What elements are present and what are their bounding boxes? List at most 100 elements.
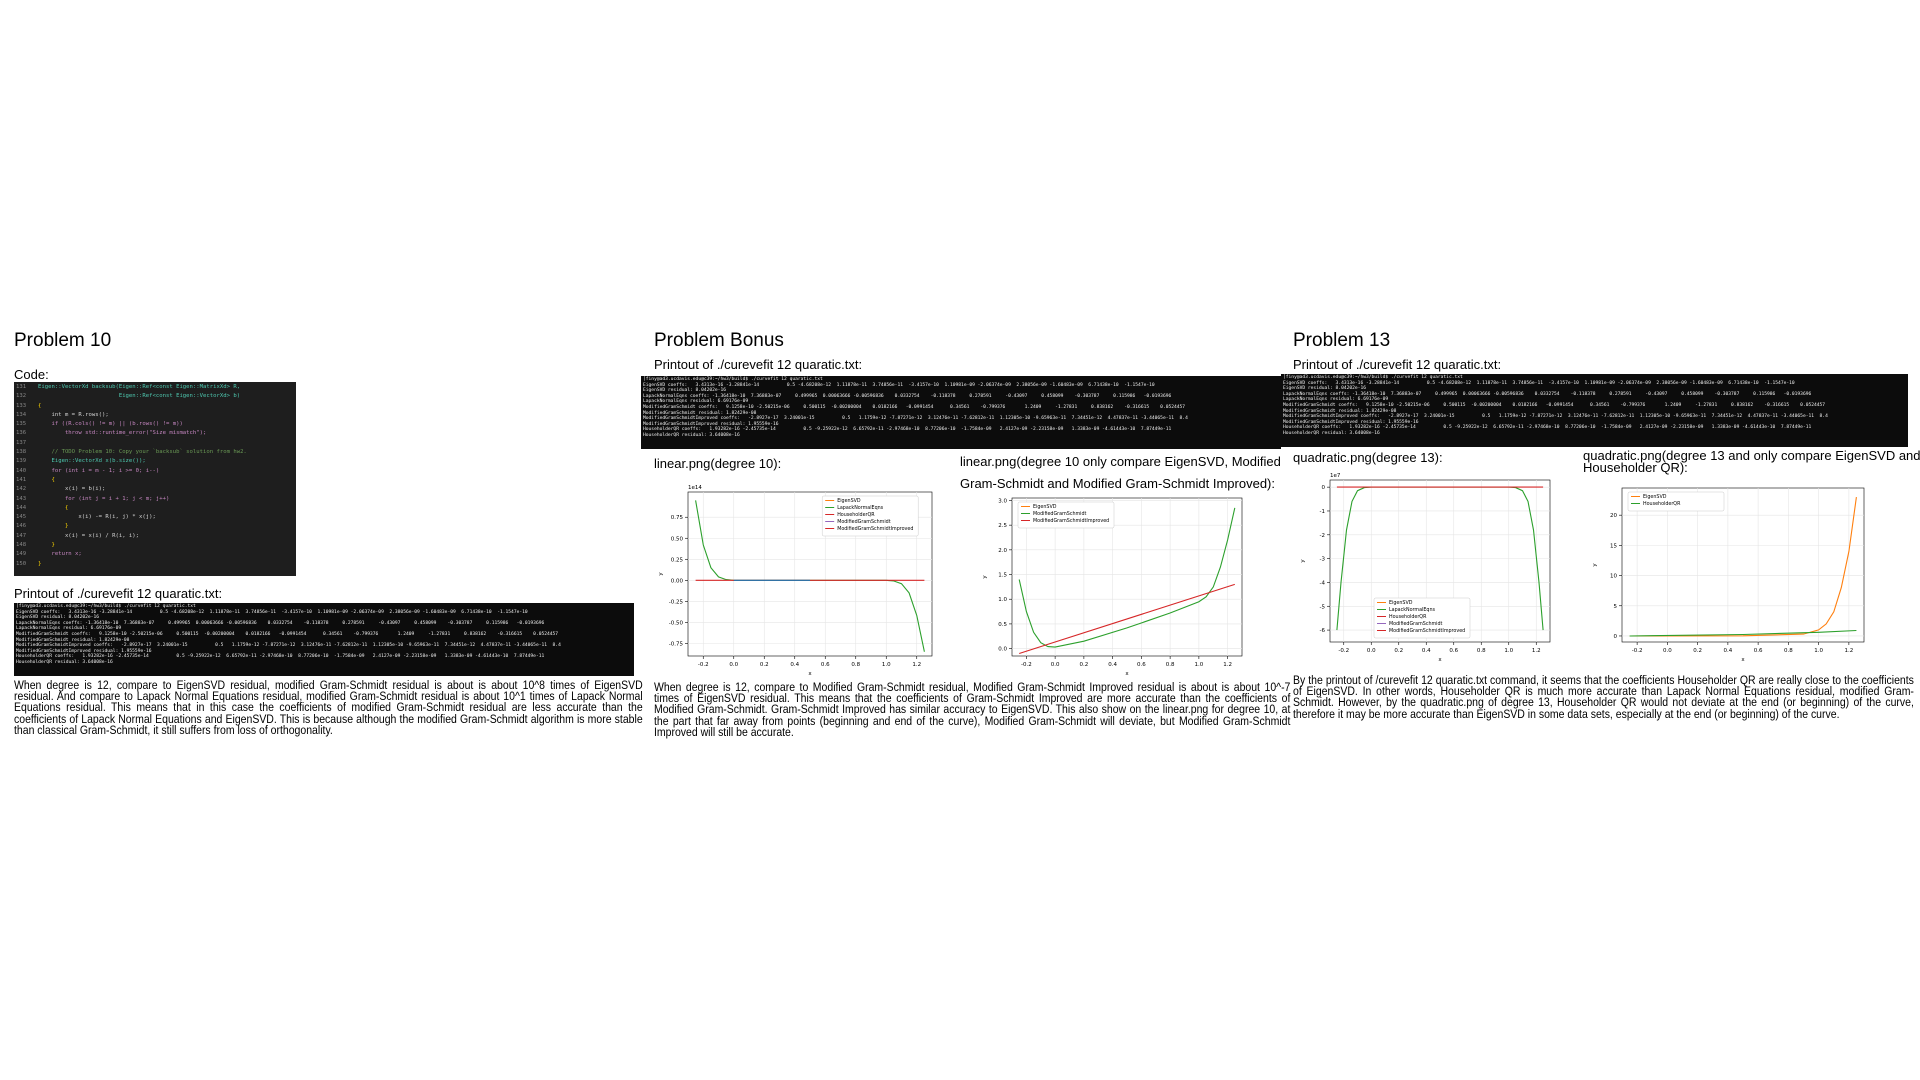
code-text: } — [38, 523, 69, 530]
terminal-line: ModifiedGramSchmidtImproved residual: 1.… — [16, 648, 152, 654]
code-text: { — [38, 504, 69, 511]
figure-label: Gram-Schmidt and Modified Gram-Schmidt I… — [960, 476, 1275, 491]
line-number: 145 — [16, 514, 27, 521]
y-tick-label: 1.5 — [998, 573, 1007, 579]
x-tick-label: 0.0 — [1663, 648, 1672, 654]
x-tick-label: 0.8 — [1784, 648, 1793, 654]
line-number: 132 — [16, 393, 27, 400]
terminal-printout: [finy@ad3.ucdavis.edu@c39:~/hw3/build$ .… — [1281, 374, 1908, 447]
x-tick-label: 1.0 — [1504, 648, 1513, 654]
series-line-eigensvd — [1629, 497, 1857, 637]
code-line: 136 throw std::runtime_error("Size misma… — [14, 429, 296, 438]
legend-entry: HouseholderQR — [1643, 501, 1681, 507]
x-tick-label: 1.2 — [912, 662, 921, 668]
terminal-line: [finy@ad3.ucdavis.edu@c39:~/hw3/build$ .… — [16, 604, 196, 609]
x-tick-label: 0.2 — [1394, 648, 1403, 654]
code-line: 147 x(i) = x(i) / R(i, i); — [14, 532, 296, 541]
code-text: x(i) -= R(i, j) * x(j); — [38, 514, 156, 521]
code-line: 148 } — [14, 541, 296, 550]
y-tick-label: -4 — [1320, 580, 1326, 586]
terminal-line: [finy@ad3.ucdavis.edu@c39:~/hw3/build$ .… — [1283, 375, 1463, 380]
terminal-line: EigenSVD coeffs: 3.4313e-16 -3.28841e-14… — [1283, 380, 1795, 386]
printout-label: Printout of ./curevefit 12 quaratic.txt: — [654, 357, 863, 372]
terminal-line: HouseholderQR residual: 3.64008e-16 — [643, 432, 740, 438]
legend-entry: ModifiedGramSchmidtImproved — [1389, 628, 1465, 634]
y-tick-label: 0.5 — [998, 622, 1007, 628]
legend-entry: HouseholderQR — [837, 512, 875, 518]
x-tick-label: 0.4 — [1422, 648, 1431, 654]
x-tick-label: 0.0 — [1367, 648, 1376, 654]
x-tick-label: 1.2 — [1845, 648, 1854, 654]
x-tick-label: 0.0 — [1051, 662, 1060, 668]
x-tick-label: 0.2 — [1693, 648, 1702, 654]
problem-10-heading: Problem 10 — [14, 330, 112, 351]
terminal-line: ModifiedGramSchmidtImproved residual: 1.… — [643, 421, 779, 427]
x-tick-label: 0.6 — [1754, 648, 1763, 654]
x-axis-label: x — [1438, 657, 1442, 663]
y-tick-label: -6 — [1320, 628, 1326, 634]
x-tick-label: 1.0 — [882, 662, 891, 668]
code-line: 150} — [14, 560, 296, 569]
figure-label: linear.png(degree 10 only compare EigenS… — [960, 454, 1281, 469]
legend — [1017, 501, 1115, 529]
code-line: 142 x(i) = b(i); — [14, 485, 296, 494]
legend-entry: EigenSVD — [1389, 600, 1413, 606]
y-tick-label: -3 — [1320, 557, 1326, 563]
code-text: } — [38, 542, 55, 549]
legend — [1627, 491, 1725, 512]
code-line: 140 for (int i = m - 1; i >= 0; i--) — [14, 467, 296, 476]
printout-label: Printout of ./curevefit 12 quaratic.txt: — [14, 586, 223, 601]
terminal-line: LapackNormalEqns coeffs: -1.36418e-10 7.… — [16, 620, 545, 626]
legend — [1373, 597, 1471, 639]
terminal-printout: [finy@ad3.ucdavis.edu@c39:~/hw3/build$ .… — [641, 376, 1281, 449]
terminal-line: ModifiedGramSchmidt coeffs: 9.1258e-10 -… — [1283, 402, 1826, 408]
x-tick-label: 0.6 — [821, 662, 830, 668]
y-tick-label: 0 — [1614, 634, 1618, 640]
line-number: 139 — [16, 458, 27, 465]
code-line: 144 { — [14, 504, 296, 513]
terminal-line: LapackNormalEqns coeffs: -1.36418e-10 7.… — [643, 393, 1172, 399]
terminal-line: ModifiedGramSchmidtImproved coeffs: -2.8… — [643, 416, 1188, 422]
y-tick-label: 0.0 — [998, 647, 1007, 653]
code-line: 138 // TODO Problem 10: Copy your `backs… — [14, 448, 296, 457]
terminal-printout: [finy@ad3.ucdavis.edu@c39:~/hw3/build$ .… — [14, 603, 634, 676]
x-axis-label: x — [1741, 657, 1745, 663]
series-line-householderqr — [1629, 629, 1857, 637]
x-tick-label: 0.8 — [1166, 662, 1175, 668]
code-text: } — [38, 560, 42, 567]
code-text: for (int j = i + 1; j < m; j++) — [38, 495, 170, 502]
terminal-line: LapackNormalEqns residual: 6.69176e-09 — [16, 626, 122, 632]
code-line: 141 { — [14, 476, 296, 485]
figure-label: linear.png(degree 10): — [654, 456, 782, 471]
linear-degree-10-compare-chart: -0.2 0.0 0.2 0.4 0.6 0.8 1.0 1.2 0.0 0.5 1.0 1.5 2.0… — [982, 497, 1243, 677]
terminal-line: HouseholderQR residual: 3.64008e-16 — [16, 659, 113, 665]
code-line: 137 — [14, 439, 296, 448]
legend-entry: EigenSVD — [837, 498, 861, 504]
legend-entry: HouseholderQR — [1389, 614, 1427, 620]
x-tick-label: 0.4 — [790, 662, 799, 668]
y-tick-label: 3.0 — [998, 498, 1007, 504]
y-tick-label: 5 — [1614, 604, 1618, 610]
line-number: 141 — [16, 476, 27, 483]
x-tick-label: -0.2 — [1021, 662, 1032, 668]
x-tick-label: 0.8 — [851, 662, 860, 668]
y-tick-label: 20 — [1610, 513, 1617, 519]
terminal-line: LapackNormalEqns coeffs: -1.36418e-10 7.… — [1283, 391, 1812, 397]
y-tick-label: 0.00 — [671, 578, 684, 584]
problem-bonus-explanation: When degree is 12, compare to Modified G… — [654, 680, 1291, 739]
printout-label: Printout of ./curevefit 12 quaratic.txt: — [1293, 357, 1502, 372]
line-number: 149 — [16, 551, 27, 558]
code-block: 131 Eigen::VectorXd backsub(Eigen::Ref<co… — [14, 382, 296, 576]
legend-entry: EigenSVD — [1033, 504, 1057, 510]
terminal-line: ModifiedGramSchmidt coeffs: 9.1258e-10 -… — [643, 404, 1186, 410]
y-axis-label: y — [1592, 563, 1598, 567]
line-number: 147 — [16, 532, 27, 539]
terminal-line: ModifiedGramSchmidt residual: 1.82429e-0… — [1283, 408, 1397, 414]
code-text: int m = R.rows(); — [38, 411, 109, 418]
terminal-line: EigenSVD residual: 8.04202e-16 — [643, 388, 726, 394]
code-line: 134 int m = R.rows(); — [14, 411, 296, 420]
legend-entry: ModifiedGramSchmidt — [1033, 511, 1087, 517]
line-number: 138 — [16, 449, 27, 456]
code-text: Eigen::VectorXd x(b.size()); — [38, 458, 146, 465]
line-number: 146 — [16, 523, 27, 530]
